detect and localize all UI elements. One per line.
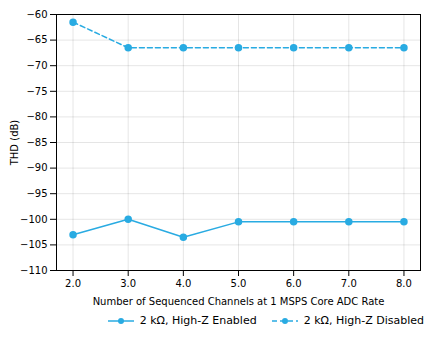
svg-text:4.0: 4.0	[175, 278, 191, 289]
svg-text:5.0: 5.0	[231, 278, 247, 289]
html-text:2 kΩ, High-Z Enabled: 2 kΩ, High-Z Enabled	[139, 314, 257, 327]
svg-text:THD (dB): THD (dB)	[9, 120, 20, 167]
svg-text:7.0: 7.0	[341, 278, 357, 289]
svg-text:3.0: 3.0	[120, 278, 136, 289]
svg-text:8.0: 8.0	[396, 278, 412, 289]
svg-text:−95: −95	[26, 188, 47, 199]
svg-text:−70: −70	[26, 60, 47, 71]
svg-text:−75: −75	[26, 86, 47, 97]
html-text:2 kΩ, High-Z Disabled: 2 kΩ, High-Z Disabled	[303, 314, 424, 327]
svg-text:−65: −65	[26, 34, 47, 45]
svg-text:6.0: 6.0	[286, 278, 302, 289]
svg-text:−110: −110	[20, 265, 47, 276]
svg-text:2.0: 2.0	[65, 278, 81, 289]
svg-text:−100: −100	[20, 214, 47, 225]
svg-text:−85: −85	[26, 137, 47, 148]
svg-text:−60: −60	[26, 9, 47, 20]
svg-text:−105: −105	[20, 239, 47, 250]
svg-text:Number of Sequenced Channels a: Number of Sequenced Channels at 1 MSPS C…	[93, 296, 385, 307]
svg-text:−90: −90	[26, 162, 47, 173]
svg-text:−80: −80	[26, 111, 47, 122]
